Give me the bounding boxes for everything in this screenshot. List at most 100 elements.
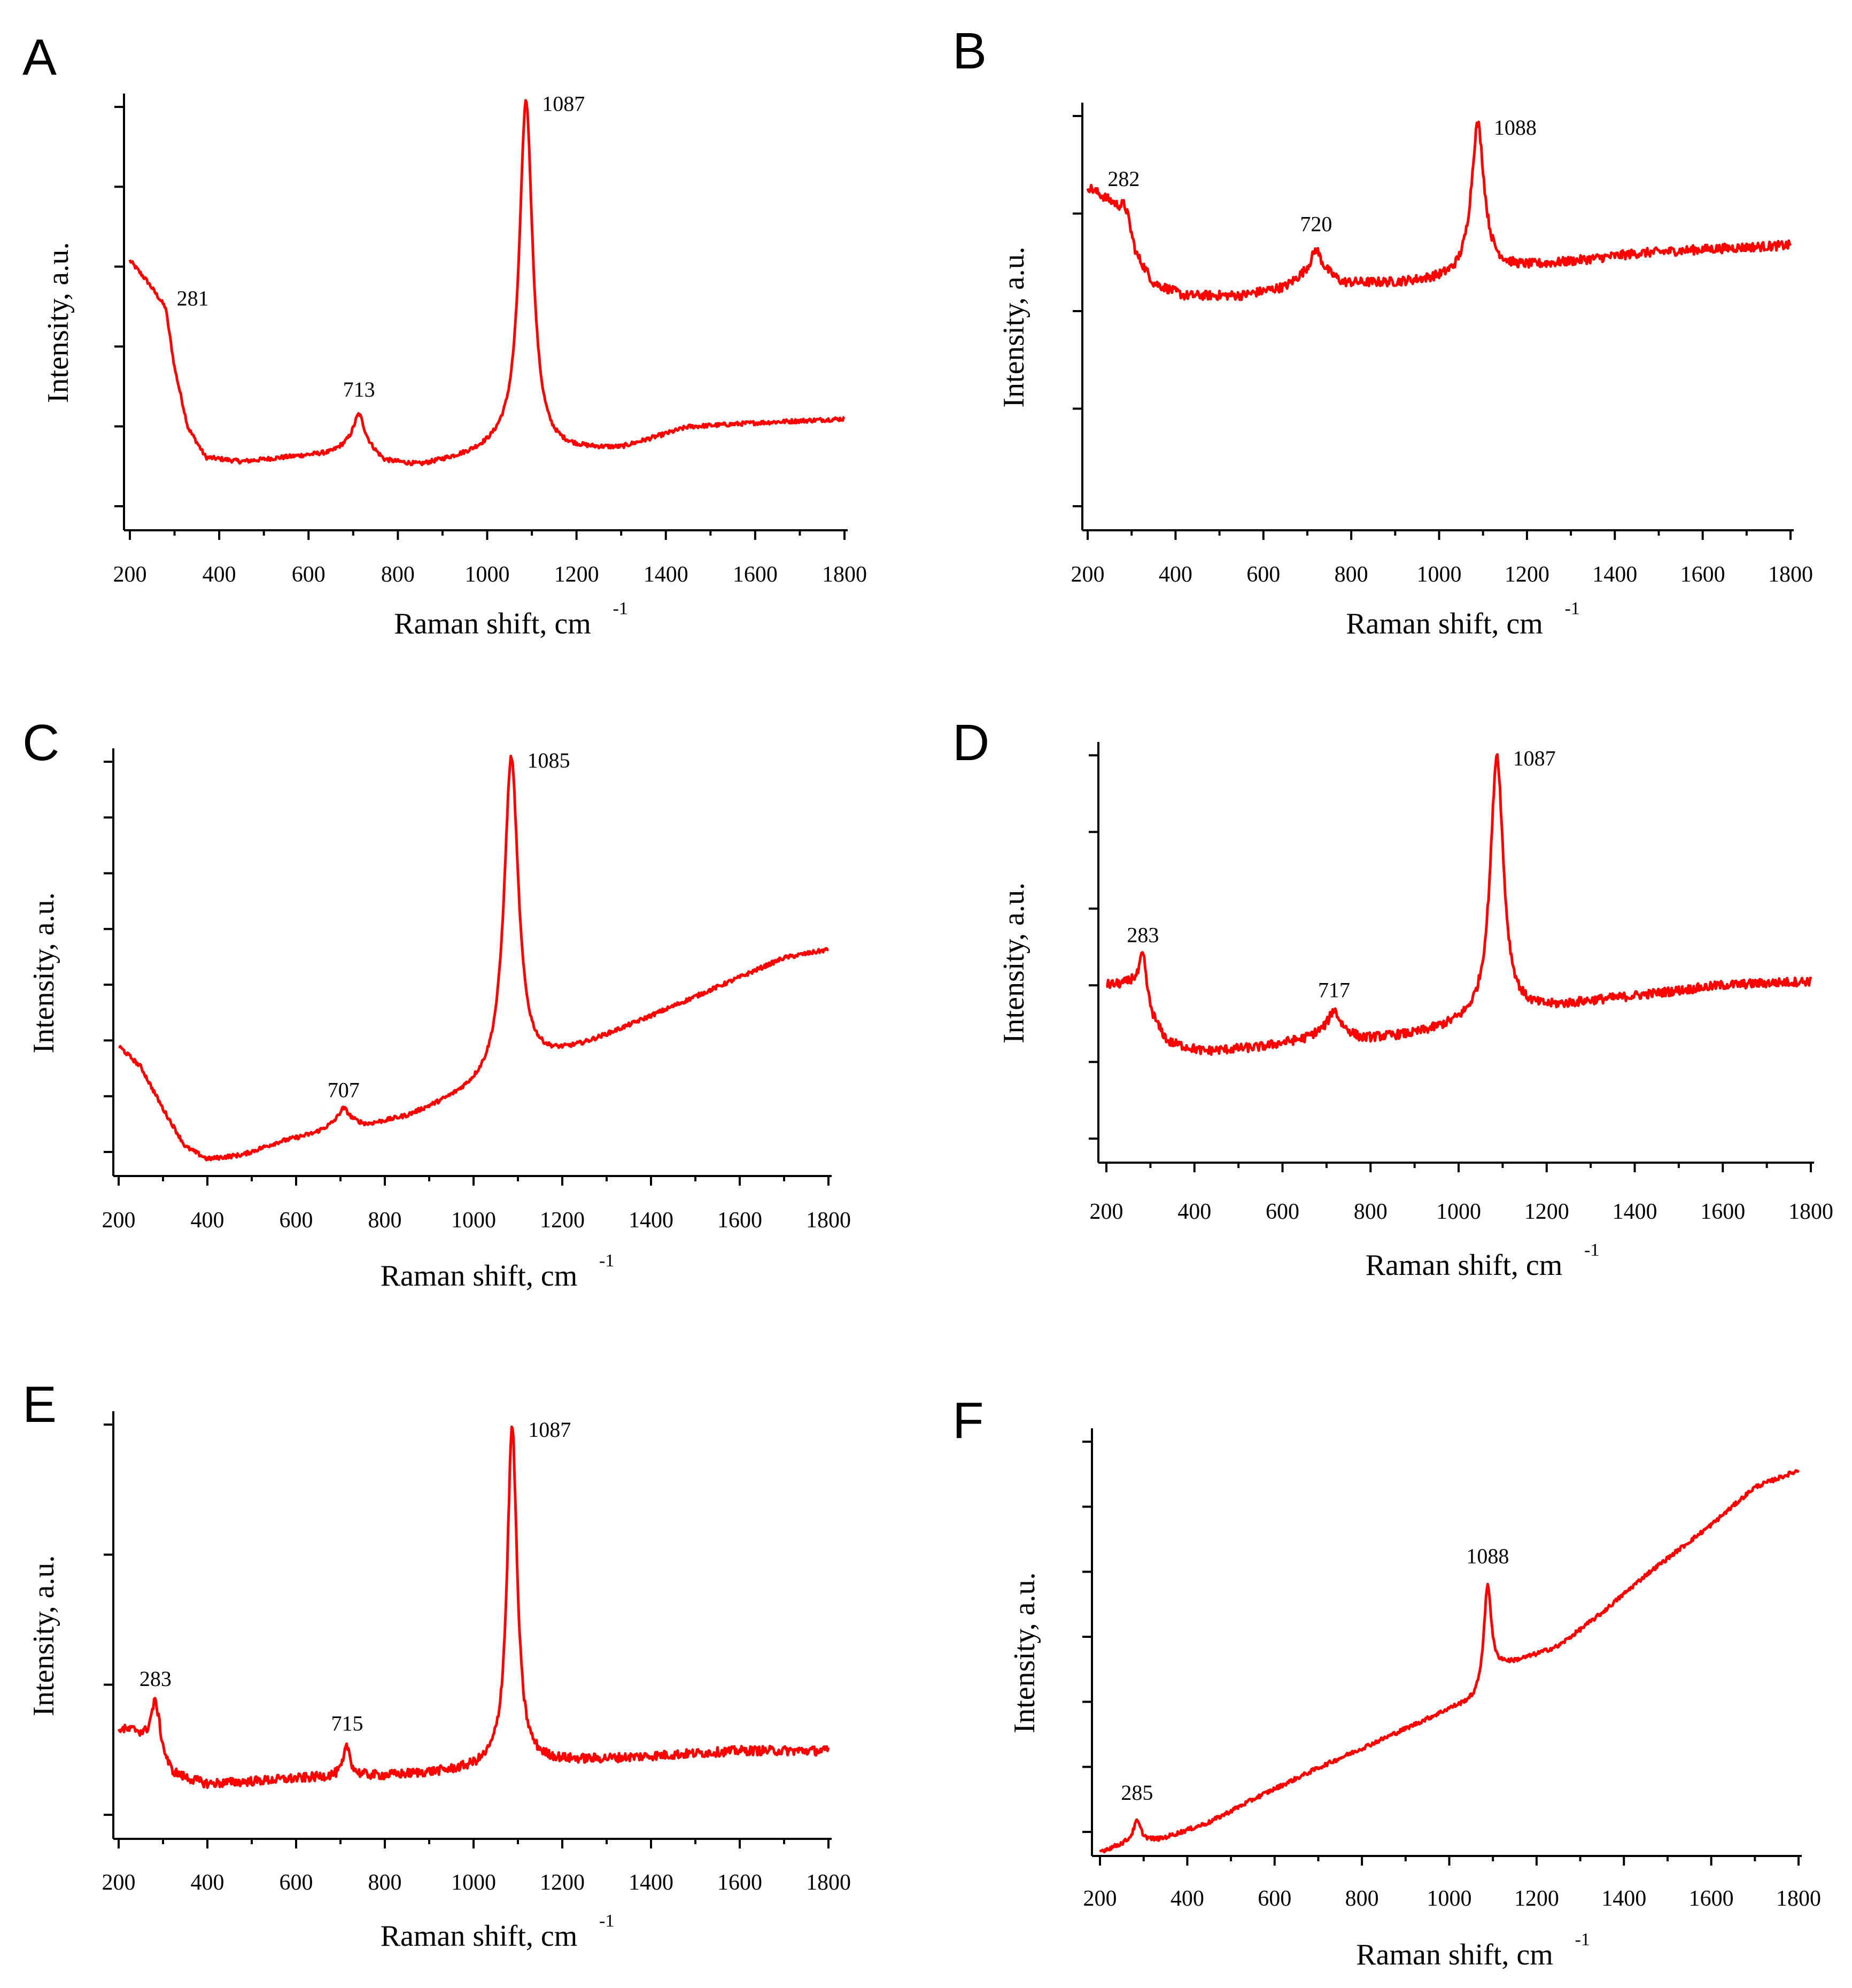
x-tick-label: 1800 (1788, 1200, 1833, 1224)
x-tick-label: 600 (1266, 1200, 1299, 1224)
x-tick-label: 600 (1258, 1886, 1291, 1911)
x-tick-label: 200 (1071, 562, 1105, 587)
panel-a: A 200 400 600 800 1000 1200 1400 1600 1800 Raman s… (22, 29, 867, 640)
x-tick-label: 600 (280, 1208, 313, 1233)
x-axis-title: Raman shift, cm (381, 1259, 578, 1293)
x-axis-title: Raman shift, cm (1346, 607, 1543, 640)
spectrum-line (117, 1425, 830, 1789)
x-tick-label: 400 (191, 1870, 224, 1895)
spectrum-line (1106, 753, 1812, 1056)
x-axis-title-superscript: -1 (613, 599, 628, 618)
spectrum-line (1086, 120, 1792, 301)
peak-label: 283 (1127, 923, 1159, 947)
x-tick-label: 400 (203, 562, 236, 587)
x-axis-title-superscript: -1 (599, 1251, 614, 1271)
spectrum-line (128, 99, 846, 467)
x-tick-label: 200 (1090, 1200, 1123, 1224)
peak-label: 713 (343, 377, 375, 401)
panel-letter: D (952, 714, 989, 771)
x-tick-label: 1800 (822, 562, 867, 587)
peak-label: 282 (1107, 167, 1140, 191)
x-tick-label: 1200 (540, 1208, 585, 1233)
peak-label: 1087 (1513, 746, 1556, 770)
panel-d: D 200 400 600 800 1000 1200 1400 1600 1800 Raman s… (952, 714, 1833, 1282)
x-tick-label: 200 (102, 1870, 136, 1895)
x-tick-label: 200 (113, 562, 147, 587)
x-tick-label: 1400 (629, 1208, 673, 1233)
x-axis-title: Raman shift, cm (1356, 1938, 1553, 1971)
x-tick-label: 1400 (1613, 1200, 1657, 1224)
peak-label: 1085 (528, 748, 570, 772)
x-axis-title: Raman shift, cm (394, 607, 591, 640)
x-tick-label: 1400 (644, 562, 688, 587)
panel-letter: E (22, 1376, 57, 1433)
x-tick-label: 400 (1159, 562, 1192, 587)
y-axis-title: Intensity, a.u. (27, 1555, 60, 1716)
x-tick-label: 800 (1335, 562, 1368, 587)
x-axis-title: Raman shift, cm (1366, 1249, 1563, 1282)
x-tick-label: 800 (1345, 1886, 1379, 1911)
x-tick-label: 1000 (451, 1208, 496, 1233)
x-tick-label: 1000 (465, 562, 510, 587)
peak-label: 707 (328, 1078, 360, 1102)
x-tick-label: 600 (1246, 562, 1280, 587)
panel-letter: A (22, 29, 57, 86)
x-tick-label: 400 (1171, 1886, 1204, 1911)
x-tick-label: 1600 (717, 1870, 762, 1895)
x-axis-title: Raman shift, cm (381, 1920, 578, 1953)
peak-label: 285 (1121, 1781, 1153, 1805)
y-axis-title: Intensity, a.u. (42, 242, 75, 403)
panel-e: E 200 400 600 800 1000 1200 1400 1600 1800 Raman s… (22, 1376, 851, 1953)
x-tick-label: 1200 (1505, 562, 1549, 587)
x-tick-label: 1600 (1689, 1886, 1734, 1911)
y-axis-title: Intensity, a.u. (1008, 1572, 1041, 1733)
peak-label: 1087 (528, 1418, 571, 1442)
spectrum-line (118, 754, 829, 1162)
x-tick-label: 1400 (629, 1870, 673, 1895)
x-tick-label: 200 (102, 1208, 136, 1233)
x-tick-label: 1600 (1700, 1200, 1745, 1224)
panel-letter: B (952, 22, 987, 80)
peak-label: 1088 (1466, 1544, 1509, 1568)
x-tick-label: 400 (191, 1208, 224, 1233)
x-tick-label: 200 (1083, 1886, 1117, 1911)
x-tick-label: 1000 (1417, 562, 1462, 587)
y-axis-title: Intensity, a.u. (997, 883, 1030, 1043)
x-tick-label: 600 (280, 1870, 313, 1895)
x-tick-label: 1000 (1436, 1200, 1481, 1224)
x-tick-label: 1400 (1592, 562, 1637, 587)
x-tick-label: 1400 (1601, 1886, 1646, 1911)
x-axis-title-superscript: -1 (1565, 599, 1580, 618)
peak-label: 1087 (542, 91, 585, 115)
x-tick-label: 800 (1354, 1200, 1388, 1224)
x-tick-label: 1200 (1514, 1886, 1559, 1911)
peak-label: 1088 (1494, 115, 1537, 140)
panel-letter: F (952, 1392, 984, 1449)
x-tick-label: 1800 (1776, 1886, 1821, 1911)
x-axis-title-superscript: -1 (599, 1911, 614, 1931)
y-axis-title: Intensity, a.u. (997, 246, 1030, 407)
x-tick-label: 800 (381, 562, 415, 587)
peak-label: 717 (1318, 978, 1350, 1002)
panel-b: B 200 400 600 800 1000 1200 1400 1600 1800 Raman s… (952, 22, 1813, 640)
x-tick-label: 1800 (806, 1208, 851, 1233)
panel-f: F 200 400 600 800 1000 1200 1400 1600 1800 Raman s… (952, 1392, 1821, 1971)
x-tick-label: 1600 (733, 562, 778, 587)
spectrum-line (1099, 1469, 1800, 1854)
peak-label: 281 (177, 286, 209, 310)
x-tick-label: 800 (368, 1870, 402, 1895)
x-tick-label: 600 (292, 562, 326, 587)
x-tick-label: 1200 (554, 562, 599, 587)
x-tick-label: 1600 (1680, 562, 1725, 587)
x-axis-title-superscript: -1 (1584, 1240, 1599, 1260)
panel-letter: C (22, 714, 59, 771)
peak-label: 715 (331, 1712, 363, 1736)
x-tick-label: 1800 (1768, 562, 1813, 587)
x-tick-label: 1000 (451, 1870, 496, 1895)
peak-label: 720 (1300, 212, 1332, 236)
x-tick-label: 1600 (717, 1208, 762, 1233)
x-tick-label: 800 (368, 1208, 402, 1233)
x-tick-label: 1800 (806, 1870, 851, 1895)
x-tick-label: 1000 (1427, 1886, 1472, 1911)
